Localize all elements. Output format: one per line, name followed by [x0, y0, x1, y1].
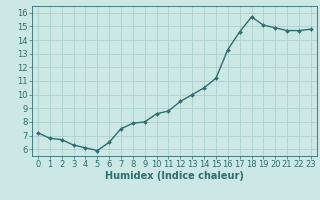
X-axis label: Humidex (Indice chaleur): Humidex (Indice chaleur)	[105, 171, 244, 181]
